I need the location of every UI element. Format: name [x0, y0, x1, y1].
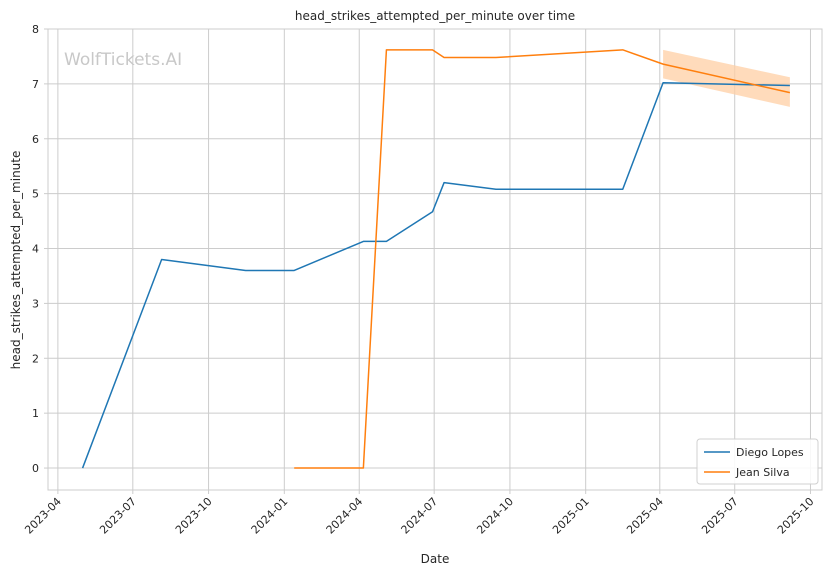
data-point-jean-silva — [621, 48, 625, 52]
y-tick-label: 0 — [32, 462, 39, 475]
data-point-diego-lopes — [292, 268, 296, 272]
y-tick-label: 5 — [32, 188, 39, 201]
y-tick-label: 8 — [32, 23, 39, 36]
x-tick-label: 2025-01 — [550, 495, 592, 537]
data-point-diego-lopes — [621, 187, 625, 191]
series-line-diego-lopes — [81, 82, 790, 469]
data-point-jean-silva — [494, 56, 498, 60]
legend-label-jean-silva: Jean Silva — [735, 466, 790, 479]
y-tick-label: 6 — [32, 133, 39, 146]
data-point-jean-silva — [788, 91, 792, 95]
x-tick-label: 2025-10 — [775, 495, 817, 537]
x-tick-label: 2023-07 — [97, 495, 139, 537]
series-line-jean-silva — [294, 49, 791, 469]
x-axis-ticks: 2023-04 2023-07 2023-10 2024-01 2024-04 2024-… — [22, 490, 817, 537]
data-point-diego-lopes — [361, 239, 365, 243]
y-axis-ticks: 0 1 2 3 4 5 6 7 8 — [32, 23, 48, 475]
y-tick-label: 2 — [32, 352, 39, 365]
grid-lines — [48, 28, 822, 490]
x-tick-label: 2024-04 — [324, 495, 366, 537]
x-tick-label: 2025-07 — [699, 495, 741, 537]
y-tick-label: 3 — [32, 297, 39, 310]
data-point-diego-lopes — [661, 81, 665, 85]
x-tick-label: 2023-04 — [22, 495, 64, 537]
y-tick-label: 1 — [32, 407, 39, 420]
data-point-diego-lopes — [81, 466, 85, 470]
x-tick-label: 2025-04 — [624, 495, 666, 537]
data-point-jean-silva — [442, 56, 446, 60]
data-point-jean-silva — [661, 62, 665, 66]
watermark: WolfTickets.AI — [64, 50, 182, 70]
x-tick-label: 2024-10 — [474, 495, 516, 537]
data-point-diego-lopes — [431, 210, 435, 214]
data-point-diego-lopes — [160, 258, 164, 262]
data-point-diego-lopes — [244, 268, 248, 272]
data-point-jean-silva — [431, 48, 435, 52]
x-tick-label: 2023-10 — [173, 495, 215, 537]
data-point-jean-silva — [292, 466, 296, 470]
data-point-diego-lopes — [384, 239, 388, 243]
legend: Diego Lopes Jean Silva — [696, 438, 819, 485]
chart-title: head_strikes_attempted_per_minute over t… — [295, 9, 575, 23]
data-point-jean-silva — [361, 466, 365, 470]
data-point-diego-lopes — [442, 181, 446, 185]
data-point-jean-silva — [384, 48, 388, 52]
data-point-diego-lopes — [494, 187, 498, 191]
data-point-diego-lopes — [788, 84, 792, 88]
x-tick-label: 2024-07 — [399, 495, 441, 537]
y-axis-label: head_strikes_attempted_per_minute — [9, 151, 23, 370]
y-tick-label: 4 — [32, 243, 39, 256]
x-axis-label: Date — [421, 552, 450, 566]
x-tick-label: 2024-01 — [249, 495, 291, 537]
series-lines — [81, 48, 792, 470]
legend-label-diego-lopes: Diego Lopes — [736, 446, 804, 459]
y-tick-label: 7 — [32, 78, 39, 91]
